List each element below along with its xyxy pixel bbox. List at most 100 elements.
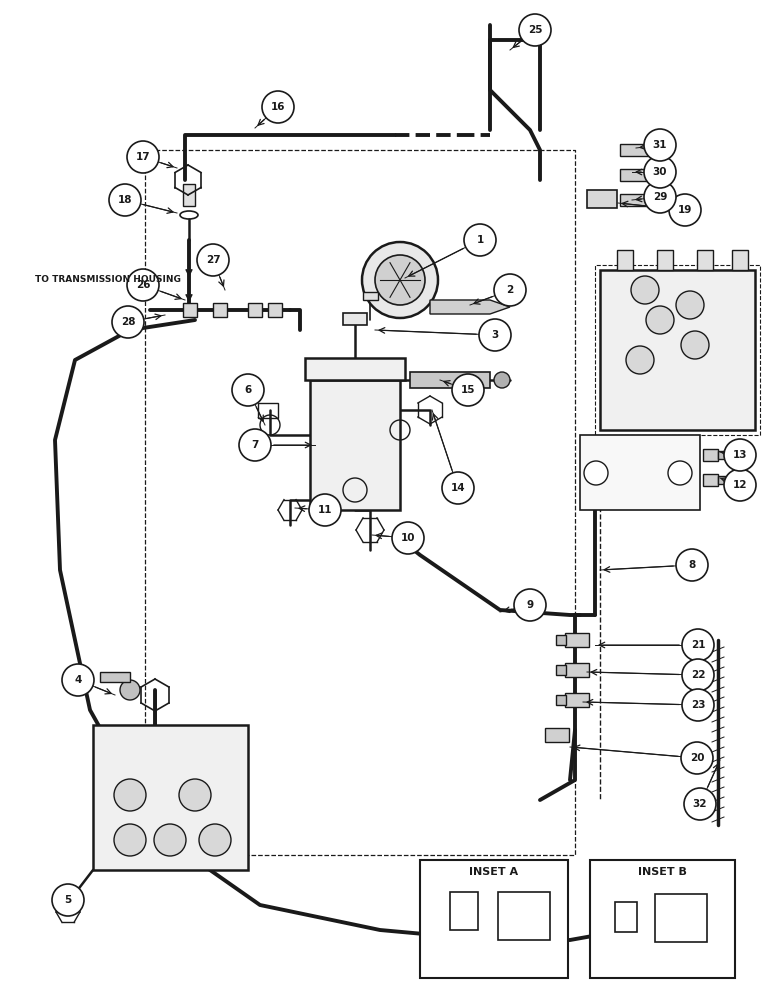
- Bar: [617, 250, 633, 270]
- Circle shape: [676, 291, 704, 319]
- Bar: [648, 145, 660, 153]
- Bar: [620, 194, 648, 206]
- Bar: [450, 892, 478, 930]
- Circle shape: [154, 824, 186, 856]
- Text: 12: 12: [733, 480, 747, 490]
- Circle shape: [676, 549, 708, 581]
- Text: 14: 14: [451, 483, 466, 493]
- Circle shape: [669, 194, 701, 226]
- Circle shape: [626, 346, 654, 374]
- Circle shape: [52, 884, 84, 916]
- Text: 9: 9: [527, 600, 533, 610]
- Bar: [305, 358, 405, 380]
- Circle shape: [584, 461, 608, 485]
- Circle shape: [464, 224, 496, 256]
- Bar: [732, 250, 748, 270]
- Bar: [580, 435, 700, 510]
- Text: 10: 10: [401, 533, 415, 543]
- Bar: [703, 474, 718, 486]
- Circle shape: [309, 494, 341, 526]
- Bar: [248, 303, 262, 317]
- Circle shape: [199, 824, 231, 856]
- Circle shape: [644, 156, 676, 188]
- Circle shape: [644, 129, 676, 161]
- Text: 2: 2: [506, 285, 513, 295]
- Bar: [655, 894, 707, 942]
- Text: 19: 19: [678, 205, 692, 215]
- Circle shape: [109, 184, 141, 216]
- Bar: [420, 860, 568, 978]
- Bar: [565, 633, 589, 647]
- Bar: [620, 169, 648, 181]
- Circle shape: [519, 14, 551, 46]
- Text: 15: 15: [461, 385, 476, 395]
- Text: 8: 8: [689, 560, 696, 570]
- Circle shape: [127, 269, 159, 301]
- Bar: [620, 144, 648, 156]
- Text: 3: 3: [491, 330, 499, 340]
- Bar: [697, 250, 713, 270]
- Circle shape: [682, 629, 714, 661]
- Bar: [556, 635, 566, 645]
- Bar: [648, 170, 660, 178]
- Circle shape: [114, 779, 146, 811]
- Bar: [183, 303, 197, 317]
- Text: 26: 26: [136, 280, 151, 290]
- Bar: [343, 313, 367, 325]
- Bar: [657, 250, 673, 270]
- Bar: [310, 380, 400, 510]
- Text: 6: 6: [245, 385, 252, 395]
- Bar: [183, 184, 195, 206]
- Text: 23: 23: [691, 700, 706, 710]
- Text: 18: 18: [118, 195, 132, 205]
- Circle shape: [479, 319, 511, 351]
- Circle shape: [684, 788, 716, 820]
- Bar: [565, 663, 589, 677]
- Circle shape: [375, 255, 425, 305]
- Text: 17: 17: [136, 152, 151, 162]
- Circle shape: [392, 522, 424, 554]
- Circle shape: [239, 429, 271, 461]
- Bar: [718, 476, 728, 484]
- Text: 27: 27: [205, 255, 220, 265]
- Bar: [213, 303, 227, 317]
- Circle shape: [114, 824, 146, 856]
- Bar: [590, 860, 735, 978]
- Bar: [565, 693, 589, 707]
- Circle shape: [681, 331, 709, 359]
- Circle shape: [120, 680, 140, 700]
- Text: 7: 7: [252, 440, 259, 450]
- Bar: [100, 672, 130, 682]
- Text: 22: 22: [691, 670, 706, 680]
- Circle shape: [668, 461, 692, 485]
- Circle shape: [452, 374, 484, 406]
- Circle shape: [232, 374, 264, 406]
- Bar: [556, 665, 566, 675]
- Bar: [648, 195, 660, 203]
- Circle shape: [682, 659, 714, 691]
- Bar: [545, 728, 569, 742]
- Text: 20: 20: [689, 753, 704, 763]
- Bar: [587, 190, 617, 208]
- Bar: [556, 695, 566, 705]
- Circle shape: [442, 472, 474, 504]
- Circle shape: [724, 469, 756, 501]
- Text: 13: 13: [733, 450, 747, 460]
- Text: TO TRANSMISSION HOUSING: TO TRANSMISSION HOUSING: [35, 275, 181, 284]
- Circle shape: [112, 306, 144, 338]
- Text: 29: 29: [653, 192, 667, 202]
- Circle shape: [682, 689, 714, 721]
- Text: 11: 11: [318, 505, 332, 515]
- Bar: [718, 451, 728, 459]
- Text: 21: 21: [691, 640, 706, 650]
- Text: INSET B: INSET B: [638, 867, 687, 877]
- Bar: [703, 449, 718, 461]
- Text: 25: 25: [528, 25, 542, 35]
- Circle shape: [631, 276, 659, 304]
- Circle shape: [127, 141, 159, 173]
- Circle shape: [179, 779, 211, 811]
- Bar: [93, 725, 248, 870]
- Text: 28: 28: [120, 317, 135, 327]
- Circle shape: [197, 244, 229, 276]
- Circle shape: [494, 274, 526, 306]
